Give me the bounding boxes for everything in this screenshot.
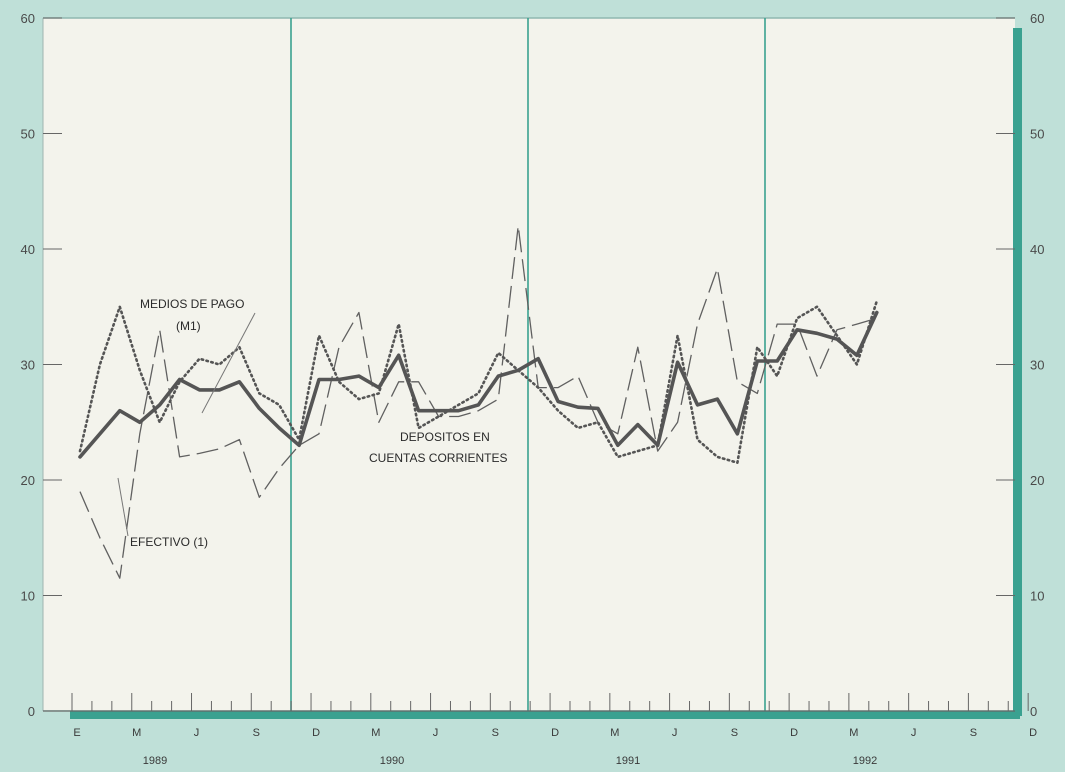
x-year-label-1991: 1991 xyxy=(616,755,640,767)
y-tick-label-left-20: 20 xyxy=(21,473,35,488)
series-line-depositos xyxy=(78,299,879,465)
annotation-depositos-en: DEPOSITOS EN xyxy=(400,430,490,444)
x-month-label: S xyxy=(492,727,499,739)
y-tick-label-right-10: 10 xyxy=(1030,589,1044,604)
m1-leader-line xyxy=(201,312,256,414)
x-month-label: M xyxy=(610,727,619,739)
x-month-label: J xyxy=(672,727,678,739)
y-tick-label-right-30: 30 xyxy=(1030,358,1044,373)
x-month-label: J xyxy=(194,727,200,739)
x-year-label-1989: 1989 xyxy=(143,755,167,767)
efectivo-leader-line xyxy=(117,477,129,537)
x-month-label: J xyxy=(911,727,917,739)
x-month-label: J xyxy=(433,727,439,739)
x-year-label-1990: 1990 xyxy=(380,755,404,767)
series-line-m1 xyxy=(78,310,879,459)
x-month-label: S xyxy=(253,727,260,739)
y-tick-label-left-40: 40 xyxy=(21,242,35,257)
axes: 0 10 20 30 40 50 60 0 10 20 30 40 50 60 E M J S D M J S D M J S D M… xyxy=(21,11,1045,767)
series xyxy=(78,225,879,579)
y-tick-label-left-50: 50 xyxy=(21,127,35,142)
y-tick-label-right-60: 60 xyxy=(1030,11,1044,26)
x-month-label: D xyxy=(1029,727,1037,739)
x-month-label: M xyxy=(849,727,858,739)
x-month-label: M xyxy=(132,727,141,739)
x-month-label: D xyxy=(312,727,320,739)
x-month-label: D xyxy=(790,727,798,739)
series-line-efectivo xyxy=(79,225,877,579)
y-tick-label-right-40: 40 xyxy=(1030,242,1044,257)
annotation-cuentas-corrientes: CUENTAS CORRIENTES xyxy=(369,451,507,465)
annotation-efectivo: EFECTIVO (1) xyxy=(130,535,208,549)
y-tick-label-left-0: 0 xyxy=(28,704,35,719)
x-month-label: S xyxy=(731,727,738,739)
y-tick-label-left-10: 10 xyxy=(21,589,35,604)
x-month-label: S xyxy=(970,727,977,739)
x-month-label: E xyxy=(73,727,80,739)
y-tick-label-right-0: 0 xyxy=(1030,704,1037,719)
x-month-label: M xyxy=(371,727,380,739)
x-year-label-1992: 1992 xyxy=(853,755,877,767)
annotation-m1: (M1) xyxy=(176,319,201,333)
y-tick-label-right-20: 20 xyxy=(1030,473,1044,488)
y-tick-label-left-30: 30 xyxy=(21,358,35,373)
plot-frame-bottom xyxy=(70,711,1020,719)
x-month-label: D xyxy=(551,727,559,739)
y-tick-label-right-50: 50 xyxy=(1030,127,1044,142)
y-tick-label-left-60: 60 xyxy=(21,11,35,26)
plot-frame-right xyxy=(1013,28,1022,716)
annotations: MEDIOS DE PAGO (M1) DEPOSITOS EN CUENTAS… xyxy=(117,297,507,549)
annotation-medios-de-pago: MEDIOS DE PAGO xyxy=(140,297,244,311)
